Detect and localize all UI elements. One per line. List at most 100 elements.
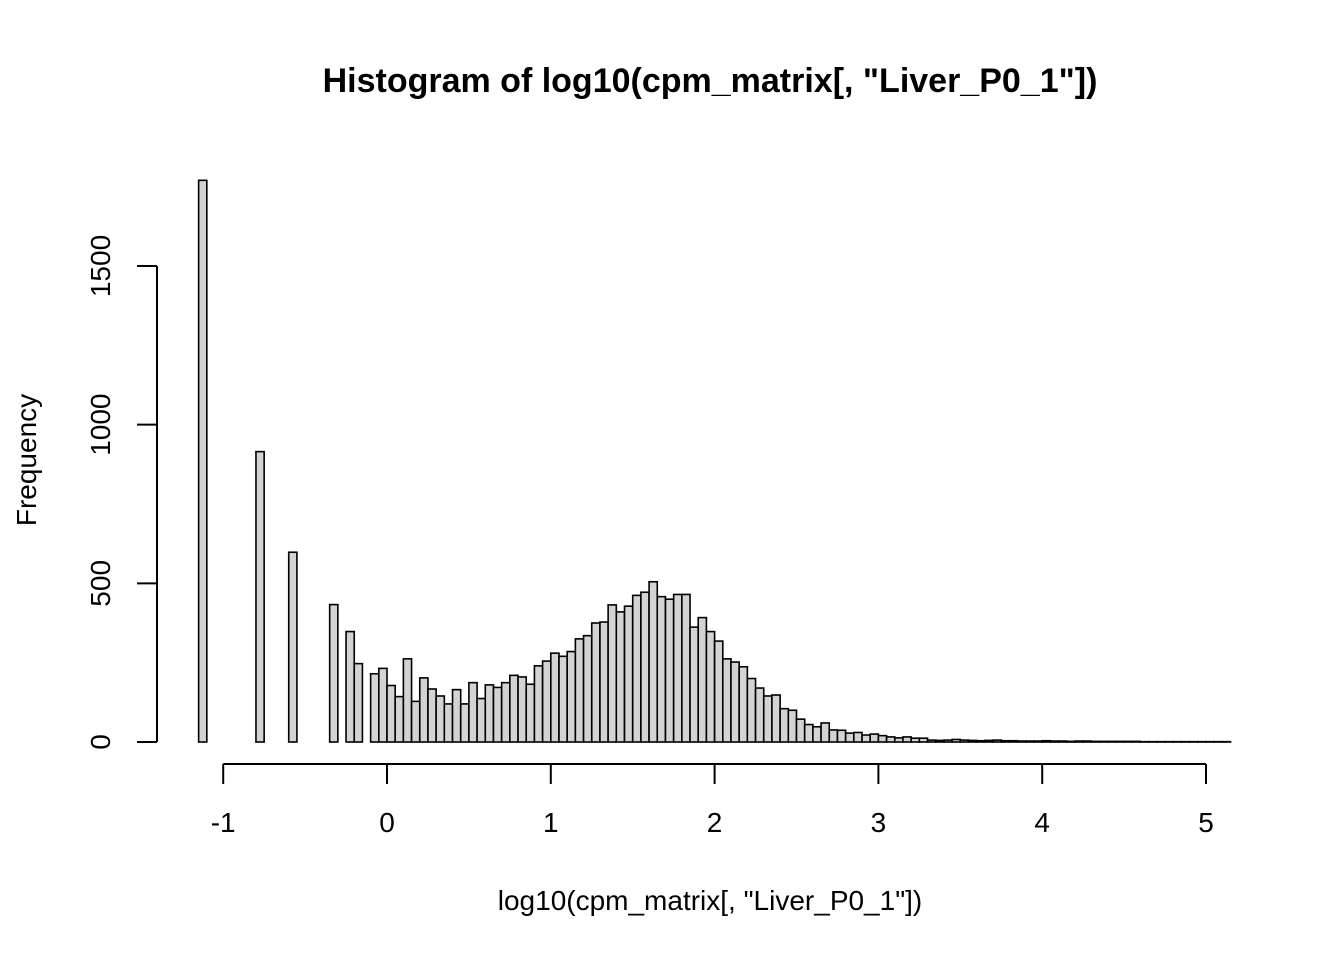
histogram-bar bbox=[1106, 740, 1117, 743]
histogram-bar bbox=[853, 731, 863, 743]
histogram-bar bbox=[844, 732, 855, 743]
y-axis: 0 500 1000 1500 bbox=[85, 235, 158, 750]
histogram-bars bbox=[197, 179, 1232, 743]
histogram-bar bbox=[689, 626, 700, 743]
histogram-bar bbox=[861, 734, 872, 743]
histogram-bar bbox=[1049, 740, 1060, 743]
histogram-bar bbox=[877, 734, 888, 743]
histogram-bar bbox=[1082, 740, 1093, 743]
histogram-bar bbox=[992, 739, 1003, 743]
histogram-bar bbox=[967, 739, 978, 743]
y-tick-label: 1500 bbox=[85, 235, 116, 297]
x-axis: -1 0 1 2 3 4 5 bbox=[211, 763, 1214, 838]
histogram-bar bbox=[566, 650, 577, 743]
histogram-bar bbox=[820, 722, 831, 743]
histogram-bar bbox=[402, 658, 413, 743]
histogram-bar bbox=[394, 695, 405, 743]
histogram-bar bbox=[1008, 739, 1019, 743]
histogram-bar bbox=[787, 709, 798, 743]
histogram-bar bbox=[771, 694, 781, 743]
histogram-bar bbox=[803, 723, 814, 743]
histogram-bar bbox=[1131, 740, 1142, 743]
histogram-bar bbox=[255, 450, 265, 743]
y-tick-label: 0 bbox=[85, 734, 116, 750]
histogram-bar bbox=[476, 697, 487, 743]
x-tick-label: 2 bbox=[707, 807, 723, 838]
x-axis-label: log10(cpm_matrix[, "Liver_P0_1"]) bbox=[498, 885, 923, 916]
histogram-bar bbox=[730, 661, 740, 743]
histogram-bar bbox=[369, 672, 380, 743]
histogram-bar bbox=[648, 580, 659, 743]
histogram-bar bbox=[549, 652, 560, 743]
histogram-bar bbox=[574, 638, 585, 743]
histogram-bar bbox=[558, 655, 568, 743]
histogram-bar bbox=[345, 630, 356, 743]
histogram-bar bbox=[1057, 740, 1068, 743]
histogram-bar bbox=[1025, 740, 1035, 743]
histogram-bar bbox=[869, 733, 880, 743]
histogram-bar bbox=[484, 684, 495, 743]
histogram-bar bbox=[410, 700, 421, 743]
histogram-bar bbox=[975, 739, 986, 743]
histogram-bar bbox=[451, 688, 462, 743]
histogram-bar bbox=[754, 687, 765, 743]
histogram-bar bbox=[951, 738, 962, 743]
histogram-bar bbox=[509, 674, 519, 743]
histogram-bar bbox=[762, 695, 773, 743]
y-tick-label: 500 bbox=[85, 560, 116, 607]
histogram-bar bbox=[418, 677, 429, 743]
histogram-bar bbox=[492, 686, 503, 743]
histogram-bar bbox=[893, 737, 904, 743]
histogram-bar bbox=[386, 684, 396, 743]
histogram-bar bbox=[599, 621, 609, 743]
histogram-bar bbox=[353, 662, 364, 743]
histogram-bar bbox=[1090, 740, 1101, 743]
histogram-bar bbox=[582, 634, 593, 743]
histogram-bar bbox=[615, 611, 626, 743]
y-tick-label: 1000 bbox=[85, 394, 116, 456]
histogram-bar bbox=[943, 739, 953, 743]
histogram-bar bbox=[500, 681, 511, 743]
histogram-bar bbox=[721, 658, 732, 743]
x-tick-label: 0 bbox=[379, 807, 395, 838]
histogram-bar bbox=[525, 683, 536, 743]
histogram-bar bbox=[631, 594, 642, 743]
x-tick-label: 1 bbox=[543, 807, 559, 838]
histogram-bar bbox=[287, 551, 298, 743]
histogram-bar bbox=[926, 739, 937, 743]
histogram-bar bbox=[779, 707, 790, 743]
histogram-bar bbox=[623, 605, 634, 743]
histogram-bar bbox=[1033, 740, 1044, 743]
histogram-bar bbox=[738, 665, 749, 743]
histogram-bar bbox=[812, 725, 822, 743]
histogram-bar bbox=[681, 593, 691, 743]
histogram-bar bbox=[885, 736, 896, 743]
histogram-bar bbox=[541, 660, 552, 743]
histogram-bar bbox=[795, 718, 806, 743]
histogram-bar bbox=[533, 665, 544, 743]
histogram-bar bbox=[328, 603, 339, 743]
histogram-bar bbox=[378, 667, 388, 743]
histogram-bar bbox=[836, 729, 847, 743]
histogram-bar bbox=[664, 598, 675, 743]
histogram-bar bbox=[697, 616, 708, 743]
histogram-bar bbox=[746, 677, 757, 743]
histogram-bar bbox=[468, 681, 478, 743]
histogram-bar bbox=[459, 703, 470, 743]
x-tick-label: 4 bbox=[1034, 807, 1050, 838]
histogram-bar bbox=[1123, 740, 1134, 743]
histogram-bar bbox=[435, 695, 446, 743]
histogram-bar bbox=[828, 729, 839, 743]
histogram-bar bbox=[984, 739, 994, 743]
histogram-bar bbox=[1115, 740, 1125, 743]
histogram-bar bbox=[1065, 740, 1076, 743]
histogram-bar bbox=[1000, 739, 1011, 743]
histogram-bar bbox=[1098, 740, 1109, 743]
histogram-bar bbox=[607, 604, 618, 743]
x-tick-label: 5 bbox=[1198, 807, 1214, 838]
histogram-bar bbox=[656, 595, 667, 743]
histogram-bar bbox=[197, 179, 208, 743]
x-tick-label: -1 bbox=[211, 807, 236, 838]
histogram-bar bbox=[640, 591, 650, 743]
